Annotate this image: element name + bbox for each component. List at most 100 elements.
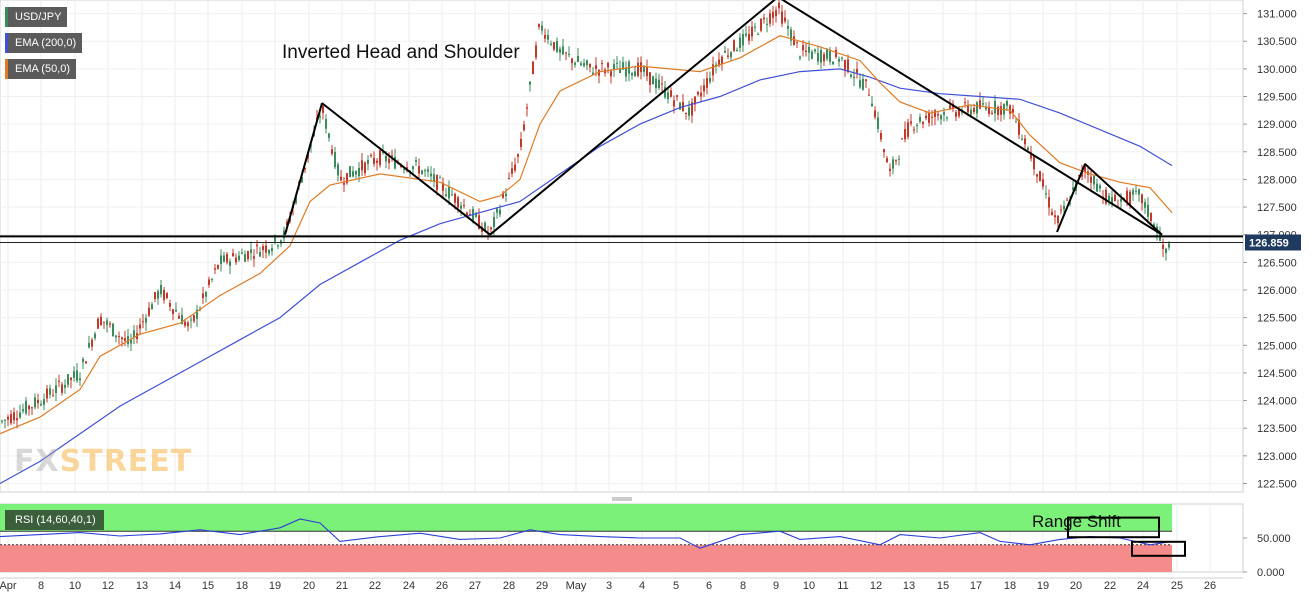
candle-up <box>403 169 405 171</box>
candle-up <box>838 58 840 62</box>
candle-up <box>319 116 321 118</box>
candle-up <box>547 35 549 40</box>
candle-down <box>856 69 858 73</box>
candle-up <box>982 103 984 105</box>
rsi-y-tick-label: 0.000 <box>1257 567 1285 579</box>
candle-up <box>43 399 45 405</box>
candle-up <box>766 23 768 25</box>
candle-down <box>949 105 951 109</box>
candle-down <box>388 158 390 163</box>
candle-up <box>280 240 282 244</box>
candle-up <box>745 33 747 36</box>
candle-up <box>430 173 432 177</box>
candle-down <box>532 61 534 75</box>
candle-down <box>847 59 849 72</box>
candle-up <box>127 336 129 345</box>
candle-up <box>451 194 453 196</box>
candle-down <box>1123 197 1125 199</box>
candle-down <box>139 324 141 329</box>
candle-down <box>70 377 72 381</box>
candle-up <box>25 400 27 414</box>
candle-up <box>586 60 588 65</box>
candle-down <box>520 138 522 147</box>
candle-up <box>82 358 84 363</box>
y-tick-label: 131.000 <box>1257 9 1297 21</box>
candle-up <box>916 125 918 127</box>
y-tick-label: 124.000 <box>1257 396 1297 408</box>
candle-down <box>544 34 546 39</box>
candle-down <box>571 58 573 64</box>
candle-up <box>433 174 435 182</box>
candle-up <box>688 107 690 116</box>
candle-up <box>190 319 192 321</box>
candle-down <box>691 102 693 116</box>
candle-down <box>364 162 366 174</box>
legend-ema200[interactable]: EMA (200,0) <box>5 33 83 53</box>
candle-down <box>1090 176 1092 183</box>
candle-up <box>421 170 423 174</box>
candle-down <box>217 265 219 269</box>
candle-down <box>247 251 249 260</box>
candle-down <box>118 336 120 338</box>
x-tick-label: 14 <box>169 580 181 592</box>
candle-up <box>1072 187 1074 190</box>
rsi-oversold-zone <box>0 544 1172 572</box>
candle-down <box>154 292 156 299</box>
candle-up <box>250 249 252 254</box>
candle-up <box>817 53 819 62</box>
candle-down <box>778 2 780 9</box>
x-tick-label: 24 <box>1137 580 1149 592</box>
candle-up <box>130 340 132 344</box>
candle-up <box>580 63 582 66</box>
candle-up <box>505 193 507 197</box>
candle-down <box>1054 215 1056 218</box>
candle-up <box>790 29 792 41</box>
current-price-tag[interactable] <box>1245 234 1301 251</box>
legend-rsi[interactable]: RSI (14,60,40,1) <box>5 510 104 530</box>
x-tick-label: 21 <box>336 580 348 592</box>
candle-up <box>445 194 447 197</box>
candle-up <box>556 41 558 52</box>
candle-down <box>376 160 378 163</box>
y-tick-label: 128.000 <box>1257 174 1297 186</box>
candle-up <box>76 370 78 381</box>
candle-down <box>1114 194 1116 201</box>
candle-down <box>895 160 897 162</box>
candle-down <box>91 339 93 347</box>
legend-ema50[interactable]: EMA (50,0) <box>5 59 77 79</box>
candle-down <box>514 164 516 171</box>
x-tick-label: 5 <box>673 580 679 592</box>
candle-up <box>241 252 243 254</box>
rsi-overbought-zone <box>0 504 1172 532</box>
x-tick-label: 15 <box>202 580 214 592</box>
y-tick-label: 123.000 <box>1257 451 1297 463</box>
x-tick-label: 24 <box>403 580 415 592</box>
pattern-line <box>489 0 776 236</box>
candle-down <box>928 112 930 123</box>
candle-up <box>274 235 276 242</box>
candle-down <box>85 361 87 364</box>
candle-down <box>511 168 513 174</box>
candle-down <box>922 121 924 125</box>
ema50-swatch <box>5 59 8 79</box>
candle-up <box>814 49 816 52</box>
candle-down <box>925 115 927 119</box>
candle-down <box>607 62 609 68</box>
candle-down <box>187 322 189 327</box>
candle-up <box>940 115 942 120</box>
candle-down <box>100 316 102 325</box>
current-price-value: 126.859 <box>1249 238 1289 250</box>
y-tick-label: 129.500 <box>1257 92 1297 104</box>
candle-up <box>448 187 450 199</box>
x-tick-label: 12 <box>870 580 882 592</box>
candle-down <box>343 182 345 185</box>
candle-down <box>805 50 807 52</box>
legend-symbol[interactable]: USD/JPY <box>5 7 68 27</box>
candle-up <box>577 55 579 63</box>
candle-down <box>379 150 381 166</box>
candle-down <box>517 154 519 157</box>
candle-down <box>637 62 639 76</box>
candle-up <box>334 152 336 168</box>
pattern-line <box>321 102 491 236</box>
candle-down <box>775 10 777 17</box>
